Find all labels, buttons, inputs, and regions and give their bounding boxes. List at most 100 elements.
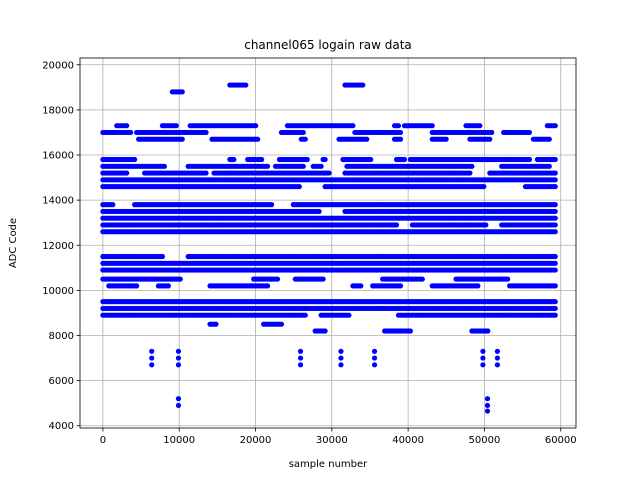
data-point <box>259 156 265 163</box>
data-point <box>302 312 308 318</box>
data-point <box>213 321 219 327</box>
data-point <box>173 123 179 129</box>
data-point <box>203 170 209 176</box>
data-point <box>552 202 558 208</box>
data-point <box>393 222 400 228</box>
data-point <box>326 170 332 176</box>
data-point-outlier <box>297 348 304 354</box>
data-point <box>264 163 271 169</box>
data-point-outlier <box>494 348 501 354</box>
x-tick-label: 50000 <box>469 435 501 446</box>
data-point <box>128 129 134 136</box>
data-point <box>489 129 495 136</box>
x-tick-label: 40000 <box>392 435 424 446</box>
data-point <box>132 156 138 163</box>
data-point <box>274 276 281 282</box>
data-point <box>419 276 425 282</box>
data-point <box>161 163 167 169</box>
data-point-outlier <box>480 355 486 361</box>
data-point <box>552 253 558 260</box>
data-point-outlier <box>371 362 378 368</box>
data-point <box>179 89 185 95</box>
data-point <box>429 123 435 129</box>
data-point-outlier <box>175 362 182 368</box>
data-point <box>552 177 558 183</box>
data-point-outlier <box>371 348 378 354</box>
data-point <box>483 222 489 228</box>
data-point-outlier <box>175 355 182 361</box>
x-tick-label: 0 <box>100 435 106 446</box>
data-point <box>526 129 533 136</box>
data-point <box>477 123 483 129</box>
data-point <box>546 163 552 169</box>
data-point <box>552 283 558 289</box>
chart-title: channel065 logain raw data <box>244 38 412 52</box>
data-point <box>552 222 558 228</box>
data-point <box>552 229 558 235</box>
y-tick-label: 18000 <box>42 105 74 116</box>
axis-ticks: 0 10000 20000 30000 40000 50000 60000 4000 6000 8… <box>42 60 576 446</box>
data-point <box>467 170 473 176</box>
data-point <box>552 123 558 129</box>
data-point <box>552 312 558 318</box>
data-point-outlier <box>175 396 182 402</box>
data-point <box>443 136 449 142</box>
data-point <box>407 328 414 334</box>
data-point <box>231 156 237 163</box>
data-point <box>296 183 302 190</box>
data-point <box>110 202 116 208</box>
data-point <box>395 123 402 129</box>
data-point <box>487 136 493 142</box>
data-point <box>159 253 166 260</box>
data-point-outlier <box>338 348 344 354</box>
data-point-outlier <box>297 362 304 368</box>
data-point-outlier <box>371 355 378 361</box>
x-axis-title: sample number <box>289 459 368 470</box>
data-point <box>316 208 322 215</box>
data-point-outlier <box>175 348 182 354</box>
y-tick-label: 16000 <box>42 151 74 162</box>
x-tick-label: 30000 <box>316 435 348 446</box>
data-point <box>300 129 306 136</box>
y-tick-label: 12000 <box>42 241 74 252</box>
y-tick-label: 4000 <box>49 421 74 432</box>
data-point <box>358 283 364 289</box>
data-point <box>278 321 285 327</box>
data-point <box>552 156 558 163</box>
data-points <box>100 82 558 414</box>
y-tick-label: 10000 <box>42 286 74 297</box>
data-point <box>320 276 326 282</box>
data-point-outlier <box>480 362 486 368</box>
data-point-outlier <box>484 408 491 414</box>
data-point-outlier <box>484 396 491 402</box>
data-point <box>552 215 558 221</box>
data-point <box>300 163 306 169</box>
data-point <box>177 276 183 282</box>
data-point <box>546 136 552 142</box>
data-point <box>552 260 558 266</box>
data-point <box>179 136 185 142</box>
data-point <box>124 170 130 176</box>
y-tick-label: 6000 <box>49 376 74 387</box>
data-point <box>302 136 308 142</box>
data-point <box>243 82 249 88</box>
data-point <box>165 283 171 289</box>
grid-lines <box>80 58 576 428</box>
data-point <box>526 156 533 163</box>
data-point-outlier <box>480 348 486 354</box>
data-point-outlier <box>338 362 344 368</box>
data-point <box>318 163 324 169</box>
data-point <box>264 283 271 289</box>
y-tick-label: 20000 <box>42 60 74 71</box>
data-point-outlier <box>494 362 501 368</box>
data-point-outlier <box>149 362 155 368</box>
data-point <box>322 156 328 163</box>
data-point <box>552 183 558 190</box>
y-tick-label: 8000 <box>49 331 74 342</box>
data-point-outlier <box>149 355 155 361</box>
data-point <box>552 170 558 176</box>
data-point <box>364 136 370 142</box>
data-point <box>485 328 491 334</box>
data-point <box>552 208 558 215</box>
